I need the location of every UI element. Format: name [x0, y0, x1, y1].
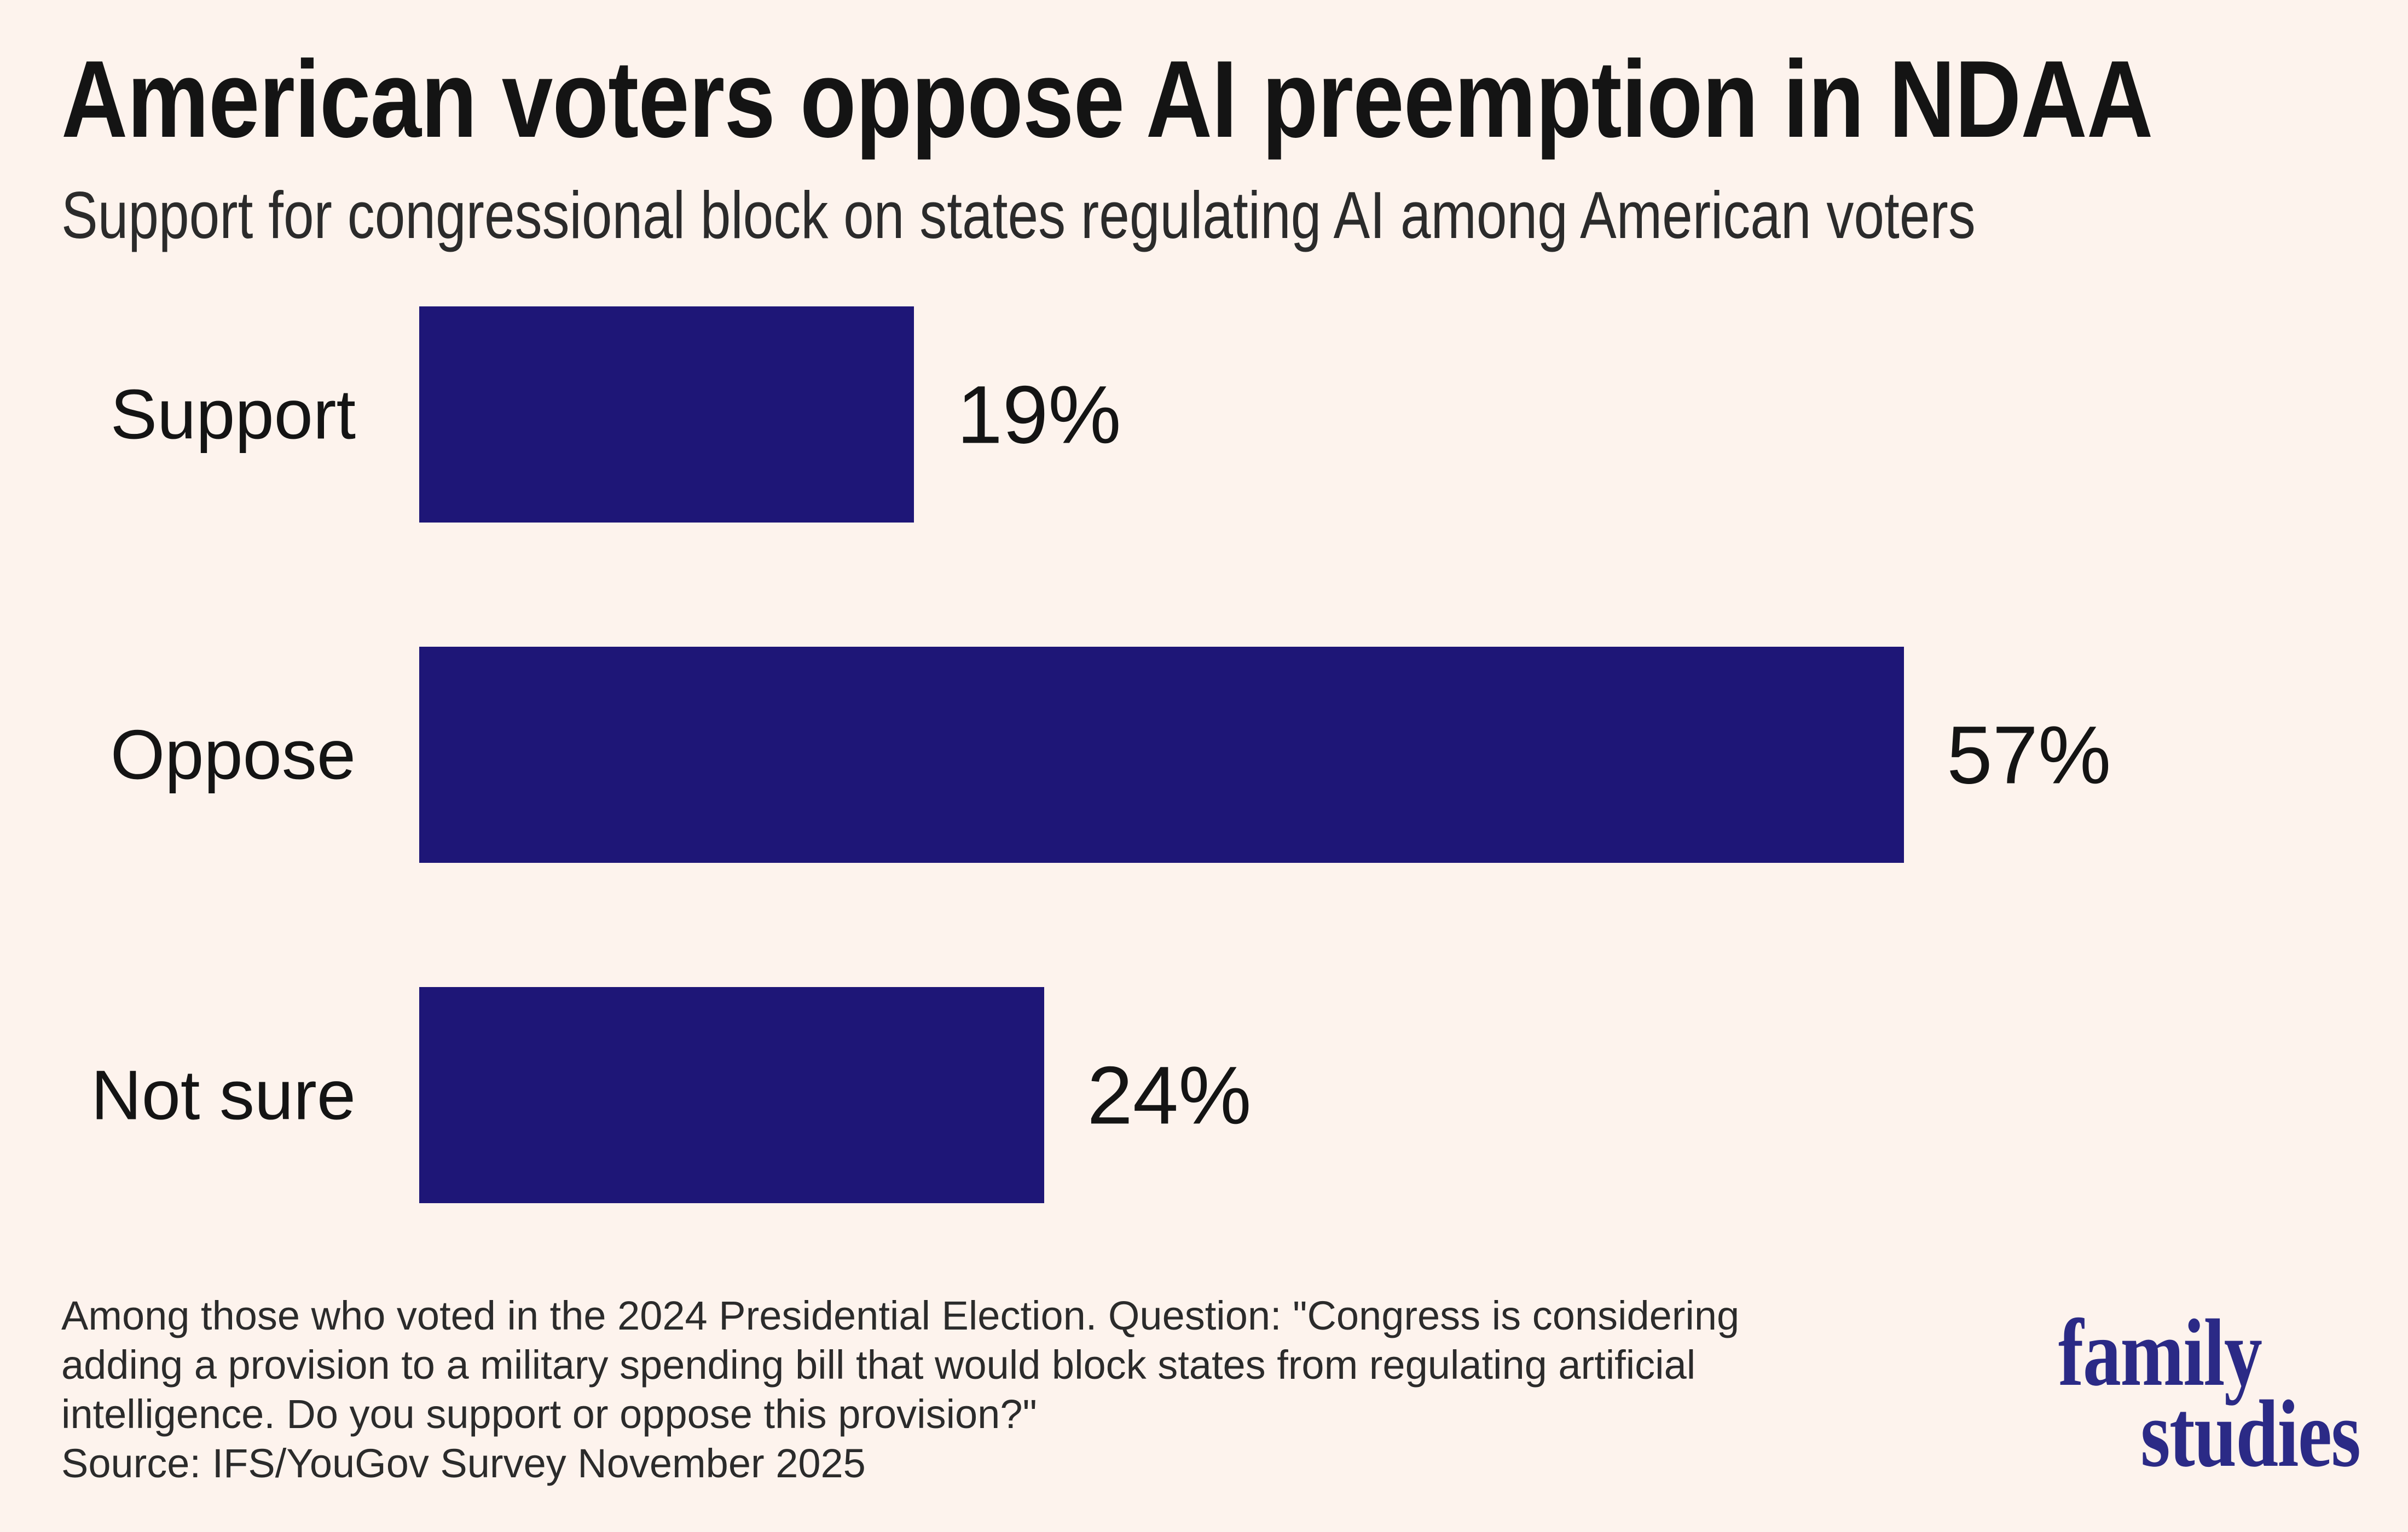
- category-label: Not sure: [91, 1056, 356, 1134]
- category-label: Oppose: [110, 716, 356, 794]
- value-label: 19%: [957, 368, 1121, 460]
- note-line: adding a provision to a military spendin…: [61, 1342, 1696, 1388]
- value-label: 57%: [1947, 709, 2111, 800]
- category-label: Support: [110, 375, 356, 454]
- logo-line-studies: studies: [2140, 1380, 2361, 1487]
- bar-row: Not sure 24%: [0, 987, 2408, 1203]
- bar-row: Support 19%: [0, 306, 2408, 523]
- bar: [419, 647, 1905, 863]
- logo-line-family: family: [2058, 1299, 2262, 1406]
- bar: [419, 987, 1045, 1203]
- source-line: Source: IFS/YouGov Survey November 2025: [61, 1441, 866, 1486]
- chart-footnote: Among those who voted in the 2024 Presid…: [61, 1291, 1739, 1488]
- note-line: Among those who voted in the 2024 Presid…: [61, 1293, 1740, 1338]
- chart-title: American voters oppose AI preemption in …: [61, 38, 2153, 160]
- note-line: intelligence. Do you support or oppose t…: [61, 1391, 1037, 1437]
- chart-subtitle: Support for congressional block on state…: [61, 178, 1976, 252]
- family-studies-logo: family studies: [2058, 1299, 2361, 1487]
- bar-row: Oppose 57%: [0, 647, 2408, 863]
- value-label: 24%: [1087, 1049, 1252, 1141]
- bar: [419, 306, 914, 523]
